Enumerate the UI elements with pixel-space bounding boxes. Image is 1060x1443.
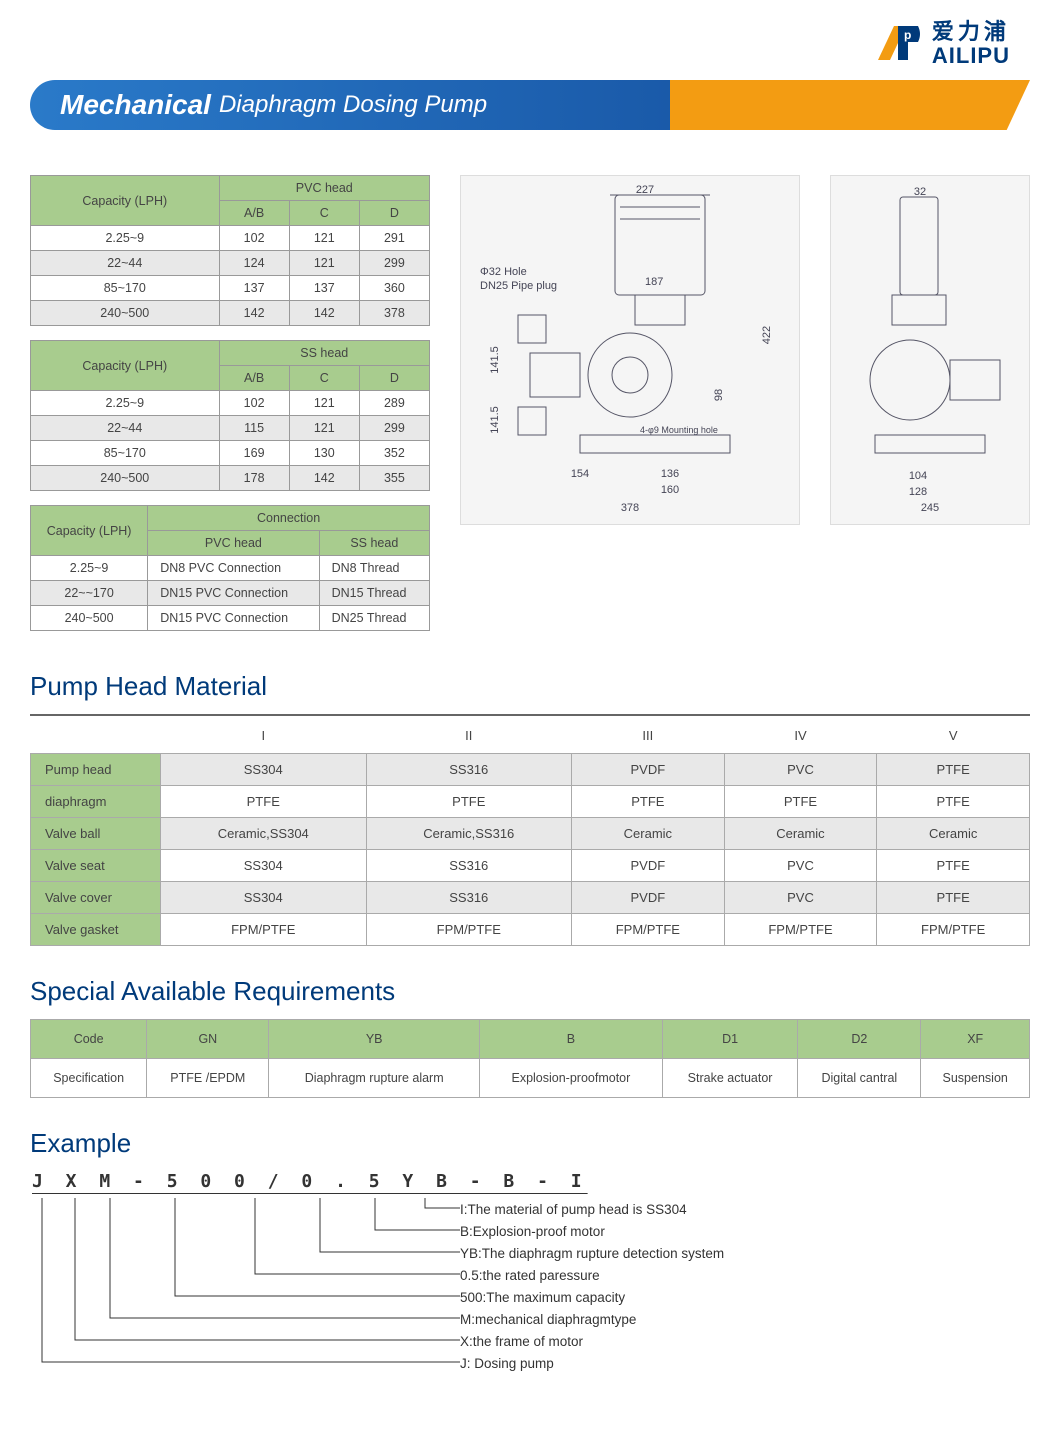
svg-text:104: 104 xyxy=(909,470,927,482)
technical-drawing-front: 227 Φ32 Hole DN25 Pipe plug 187 141.5 14… xyxy=(460,175,800,525)
example-labels: I:The material of pump head is SS304 B:E… xyxy=(460,1198,724,1398)
title-bar: Mechanical Diaphragm Dosing Pump xyxy=(30,80,1030,130)
logo-cn: 爱力浦 xyxy=(932,20,1010,44)
technical-drawing-side: 32 104 128 245 xyxy=(830,175,1030,525)
svg-text:154: 154 xyxy=(571,468,589,480)
svg-text:187: 187 xyxy=(645,276,663,288)
svg-text:32: 32 xyxy=(914,186,926,198)
section-title-special: Special Available Requirements xyxy=(30,976,1030,1007)
svg-text:141.5: 141.5 xyxy=(489,407,501,435)
svg-text:245: 245 xyxy=(921,502,939,514)
example-bracket-icon xyxy=(30,1198,460,1398)
section-title-example: Example xyxy=(30,1128,1030,1159)
ss-head-table: Capacity (LPH) SS head A/B C D 2.25~9102… xyxy=(30,340,430,491)
svg-text:p: p xyxy=(904,28,911,42)
svg-text:141.5: 141.5 xyxy=(489,347,501,375)
logo: p 爱力浦 AILIPU xyxy=(30,20,1030,68)
example-label: M:mechanical diaphragmtype xyxy=(460,1312,724,1327)
pvc-head-table: Capacity (LPH) PVC head A/B C D 2.25~910… xyxy=(30,175,430,326)
svg-text:422: 422 xyxy=(761,326,773,344)
section-title-material: Pump Head Material xyxy=(30,671,1030,702)
example-label: B:Explosion-proof motor xyxy=(460,1224,724,1239)
logo-en: AILIPU xyxy=(932,44,1010,68)
col-super: PVC head xyxy=(219,176,429,201)
example-label: 0.5:the rated paressure xyxy=(460,1268,724,1283)
svg-text:160: 160 xyxy=(661,484,679,496)
special-requirements-table: Code GN YB B D1 D2 XF Specification PTFE… xyxy=(30,1019,1030,1098)
svg-text:128: 128 xyxy=(909,486,927,498)
svg-text:DN25 Pipe plug: DN25 Pipe plug xyxy=(480,280,557,292)
svg-text:4-φ9 Mounting hole: 4-φ9 Mounting hole xyxy=(640,425,718,435)
pump-head-material-table: I II III IV V Pump headSS304SS316PVDFPVC… xyxy=(30,718,1030,946)
col-capacity: Capacity (LPH) xyxy=(31,176,220,226)
svg-text:136: 136 xyxy=(661,468,679,480)
svg-text:Φ32 Hole: Φ32 Hole xyxy=(480,266,527,278)
example-label: I:The material of pump head is SS304 xyxy=(460,1202,724,1217)
example-label: 500:The maximum capacity xyxy=(460,1290,724,1305)
svg-text:378: 378 xyxy=(621,502,639,514)
example-label: YB:The diaphragm rupture detection syste… xyxy=(460,1246,724,1261)
title-rest: Diaphragm Dosing Pump xyxy=(219,91,487,119)
example-code: J X M - 5 0 0 / 0 . 5 Y B - B - I xyxy=(32,1171,1030,1192)
svg-text:98: 98 xyxy=(713,389,725,401)
example-label: X:the frame of motor xyxy=(460,1334,724,1349)
logo-icon: p xyxy=(876,22,922,66)
svg-text:227: 227 xyxy=(636,185,654,196)
title-strong: Mechanical xyxy=(60,89,211,121)
example-label: J: Dosing pump xyxy=(460,1356,724,1371)
connection-table: Capacity (LPH) Connection PVC head SS he… xyxy=(30,505,430,631)
